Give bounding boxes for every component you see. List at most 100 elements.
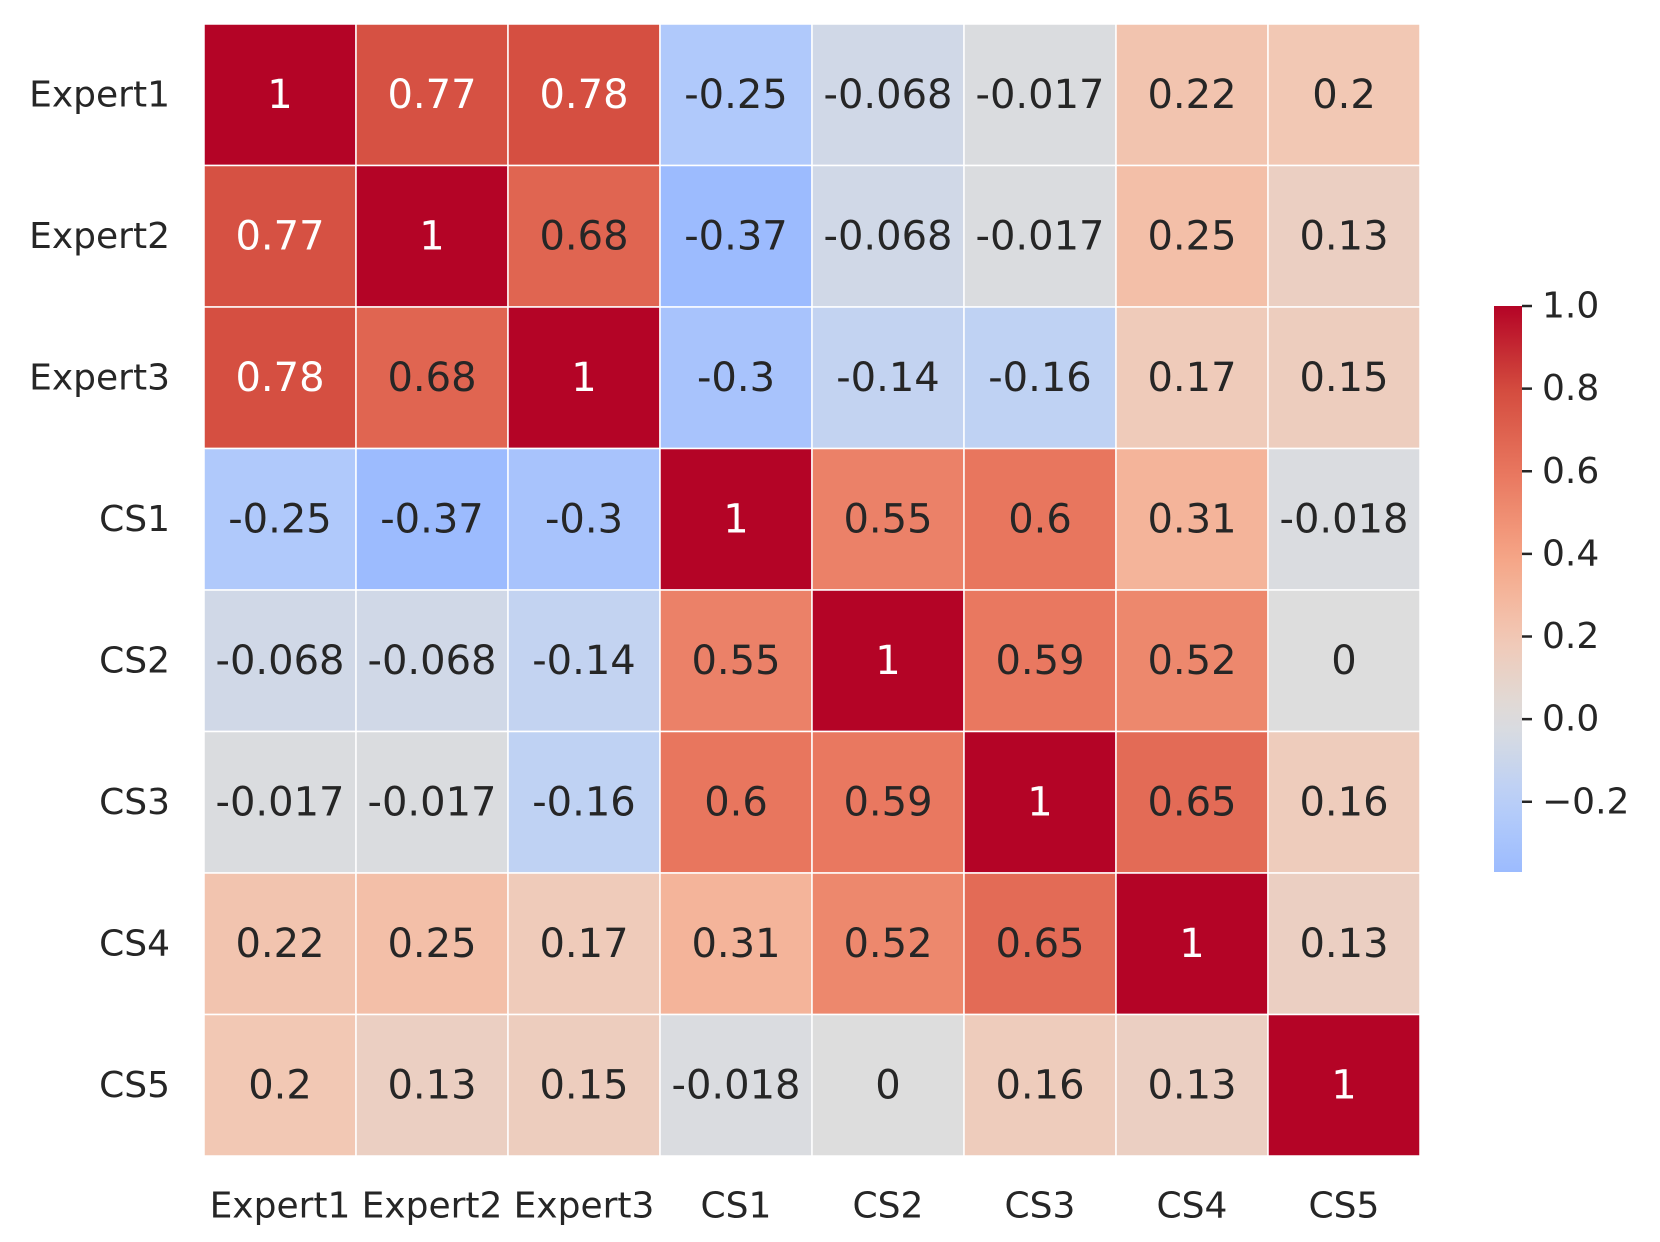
cell-annotation-cs2-cs2: 1 [875,638,900,684]
heatmap-cell-cs1-expert1 [203,447,357,591]
cell-annotation-cs1-cs2: 0.55 [843,496,932,542]
cell-annotation-cs3-expert1: -0.017 [216,779,345,825]
x-tick-label-expert3: Expert3 [514,1186,655,1227]
heatmap-cell-cs2-cs4 [1115,589,1269,733]
heatmap-cell-expert1-expert1 [203,23,357,167]
y-tick-label-cs1: CS1 [99,499,170,540]
heatmap-cell-expert2-cs2 [811,164,965,308]
cell-annotation-cs4-expert2: 0.25 [387,921,476,967]
heatmap-cell-expert3-expert3 [507,306,661,450]
cell-annotation-cs4-expert1: 0.22 [235,921,324,967]
heatmap-cell-cs1-expert3 [507,447,661,591]
y-tick-label-expert3: Expert3 [29,357,170,398]
heatmap-cell-expert1-cs3 [963,23,1117,167]
heatmap-cell-cs2-cs2 [811,589,965,733]
heatmap-cell-expert2-expert2 [355,164,509,308]
cell-annotation-expert3-expert1: 0.78 [235,355,324,401]
cell-annotation-expert3-cs3: -0.16 [988,355,1092,401]
heatmap-cell-expert1-cs1 [659,23,813,167]
heatmap-cell-expert1-cs2 [811,23,965,167]
cell-annotation-cs5-cs1: -0.018 [672,1062,801,1108]
cell-annotation-cs1-cs5: -0.018 [1280,496,1409,542]
heatmap-cell-cs5-cs2 [811,1013,965,1157]
heatmap-cell-expert3-cs5 [1267,306,1421,450]
heatmap-cell-cs2-cs3 [963,589,1117,733]
heatmap-cell-cs5-expert1 [203,1013,357,1157]
colorbar-tick-label: 0.0 [1542,699,1599,740]
cell-annotation-cs3-cs1: 0.6 [704,779,768,825]
cell-annotation-cs1-expert1: -0.25 [228,496,332,542]
heatmap-cell-expert2-cs4 [1115,164,1269,308]
heatmap-cell-expert1-expert2 [355,23,509,167]
cell-annotation-expert1-cs3: -0.017 [976,72,1105,118]
cell-annotation-cs3-expert3: -0.16 [532,779,636,825]
y-tick-label-expert2: Expert2 [29,216,170,257]
heatmap-cell-cs1-cs2 [811,447,965,591]
y-tick-label-cs3: CS3 [99,782,170,823]
cell-annotation-expert2-cs5: 0.13 [1299,213,1388,259]
heatmap-cell-cs3-expert3 [507,730,661,874]
x-tick-label-cs5: CS5 [1309,1186,1380,1227]
cell-annotation-cs1-expert2: -0.37 [380,496,484,542]
heatmap-cell-expert1-cs5 [1267,23,1421,167]
cell-annotation-expert1-expert2: 0.77 [387,72,476,118]
cell-annotation-expert3-cs2: -0.14 [836,355,940,401]
colorbar: 1.0 0.8 0.6 0.4 0.2 0.0 −0.2 [1494,286,1629,872]
heatmap-cells [203,23,1421,1157]
cell-annotation-expert1-expert1: 1 [267,72,292,118]
cell-annotation-expert2-expert1: 0.77 [235,213,324,259]
cell-annotation-expert3-cs1: -0.3 [697,355,775,401]
y-tick-label-cs2: CS2 [99,640,170,681]
heatmap-cell-expert2-cs1 [659,164,813,308]
cell-annotation-cs2-cs4: 0.52 [1147,638,1236,684]
heatmap-cell-cs5-expert2 [355,1013,509,1157]
y-axis-tick-labels: Expert1 Expert2 Expert3 CS1 CS2 CS3 CS4 CS5 [29,74,170,1106]
heatmap-cell-expert3-cs4 [1115,306,1269,450]
cell-annotation-cs5-expert1: 0.2 [248,1062,312,1108]
cell-annotation-expert2-cs3: -0.017 [976,213,1105,259]
cell-annotation-cs1-cs3: 0.6 [1008,496,1072,542]
cell-annotation-cs5-cs2: 0 [875,1062,900,1108]
heatmap-cell-expert3-cs2 [811,306,965,450]
cell-annotation-expert2-expert3: 0.68 [539,213,628,259]
x-tick-label-expert1: Expert1 [210,1186,351,1227]
cell-annotation-expert1-cs4: 0.22 [1147,72,1236,118]
cell-annotation-cs1-cs4: 0.31 [1147,496,1236,542]
x-tick-label-cs2: CS2 [853,1186,924,1227]
cell-annotation-cs1-cs1: 1 [723,496,748,542]
colorbar-tick-label: 0.2 [1542,616,1599,657]
heatmap-cell-expert2-cs5 [1267,164,1421,308]
x-tick-label-expert2: Expert2 [362,1186,503,1227]
heatmap-cell-cs3-expert2 [355,730,509,874]
cell-annotation-expert1-cs2: -0.068 [824,72,953,118]
cell-annotation-expert3-expert2: 0.68 [387,355,476,401]
cell-annotation-cs4-expert3: 0.17 [539,921,628,967]
heatmap-cell-cs3-cs3 [963,730,1117,874]
cell-annotation-cs1-expert3: -0.3 [545,496,623,542]
cell-annotation-cs3-cs4: 0.65 [1147,779,1236,825]
heatmap-cell-expert3-cs1 [659,306,813,450]
cell-annotation-cs3-cs3: 1 [1027,779,1052,825]
heatmap-cell-expert1-expert3 [507,23,661,167]
colorbar-tick-label: −0.2 [1542,781,1629,822]
heatmap-cell-expert3-expert1 [203,306,357,450]
colorbar-tick-label: 1.0 [1542,286,1599,327]
y-tick-label-cs4: CS4 [99,923,170,964]
cell-annotation-cs4-cs4: 1 [1179,921,1204,967]
cell-annotation-expert3-cs4: 0.17 [1147,355,1236,401]
cell-annotation-cs2-cs5: 0 [1331,638,1356,684]
cell-annotation-cs3-expert2: -0.017 [368,779,497,825]
heatmap-cell-cs4-cs3 [963,872,1117,1016]
x-tick-label-cs4: CS4 [1157,1186,1228,1227]
cell-annotation-cs4-cs3: 0.65 [995,921,1084,967]
heatmap-cell-cs4-expert3 [507,872,661,1016]
heatmap-cell-cs3-cs5 [1267,730,1421,874]
cell-annotation-expert1-cs5: 0.2 [1312,72,1376,118]
heatmap-cell-cs4-expert1 [203,872,357,1016]
cell-annotation-cs2-expert3: -0.14 [532,638,636,684]
cell-annotation-cs5-cs5: 1 [1331,1062,1356,1108]
heatmap-cell-cs4-expert2 [355,872,509,1016]
cell-annotation-cs5-cs3: 0.16 [995,1062,1084,1108]
heatmap-cell-cs3-cs2 [811,730,965,874]
